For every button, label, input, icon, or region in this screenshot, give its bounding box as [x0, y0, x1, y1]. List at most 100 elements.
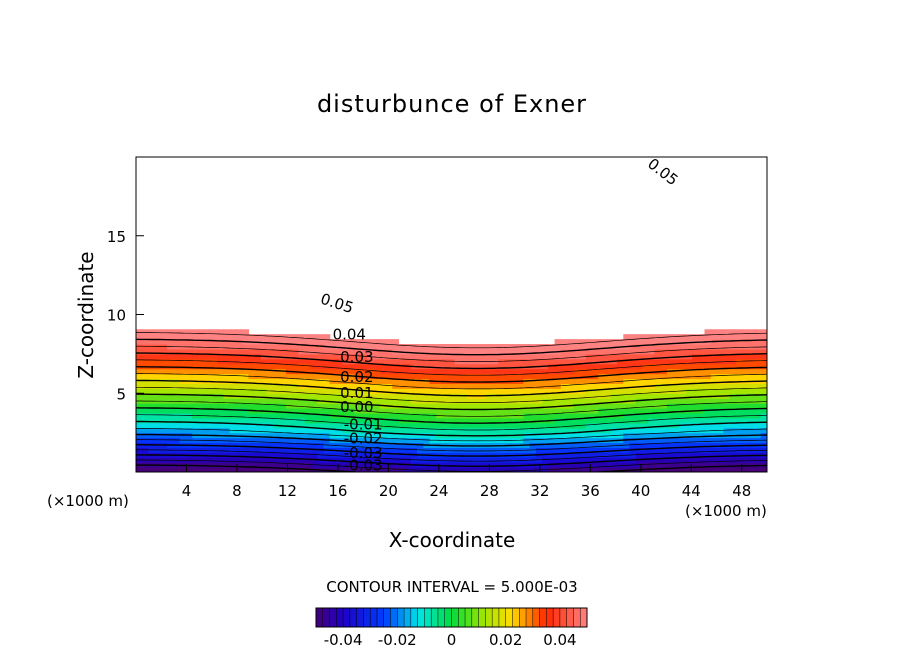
colorbar-segment — [526, 608, 534, 627]
contour-cell — [167, 427, 175, 434]
contour-cell — [154, 368, 162, 375]
contour-cell — [454, 437, 462, 444]
contour-cell — [248, 358, 256, 365]
contour-cell — [423, 388, 431, 394]
contour-cell — [548, 353, 556, 360]
contour-cell — [217, 363, 225, 370]
contour-cell — [242, 363, 250, 370]
contour-cell — [142, 358, 150, 365]
contour-cell — [185, 334, 193, 340]
contour-cell — [717, 437, 724, 444]
contour-cell — [404, 447, 412, 453]
x-tick-label: 24 — [429, 482, 448, 500]
contour-cell — [342, 383, 350, 389]
contour-cell — [142, 427, 150, 434]
contour-cell — [279, 462, 287, 468]
contour-cell — [673, 334, 681, 340]
contour-cell — [729, 383, 737, 389]
colorbar-segment — [465, 608, 473, 627]
contour-cell — [254, 383, 262, 389]
contour-cell — [598, 467, 606, 472]
contour-cell — [210, 363, 218, 370]
contour-cell — [517, 363, 524, 370]
contour-cell — [610, 452, 618, 458]
contour-cell — [760, 393, 767, 399]
contour-cell — [704, 378, 712, 384]
contour-cell — [523, 403, 531, 409]
contour-cell — [685, 467, 693, 472]
contour-cell — [723, 422, 731, 429]
contour-cell — [229, 383, 237, 389]
contour-cell — [667, 363, 674, 370]
contour-cell — [704, 412, 712, 419]
contour-cell — [579, 403, 587, 409]
contour-cell — [179, 393, 187, 399]
contour-cell — [598, 398, 606, 404]
contour-cell — [648, 368, 656, 375]
contour-cell — [160, 403, 168, 409]
contour-cell — [648, 344, 656, 350]
contour-cell — [710, 329, 718, 335]
contour-cell — [673, 348, 681, 355]
contour-cell — [360, 403, 368, 409]
contour-cell — [210, 417, 218, 424]
contour-cell — [392, 452, 399, 458]
contour-cell — [554, 373, 562, 380]
contour-cell — [585, 348, 593, 355]
contour-cell — [635, 408, 643, 414]
contour-cell — [760, 373, 767, 380]
contour-cell — [217, 329, 225, 335]
contour-cell — [579, 467, 587, 472]
contour-cell — [136, 368, 143, 375]
contour-cell — [660, 388, 668, 394]
contour-cell — [154, 373, 162, 380]
contour-cell — [160, 339, 168, 345]
contour-cell — [492, 452, 499, 458]
contour-cell — [204, 452, 212, 458]
contour-cell — [385, 457, 393, 463]
contour-cell — [698, 403, 706, 409]
contour-cell — [479, 437, 487, 444]
contour-cell — [160, 373, 168, 380]
contour-cell — [692, 393, 699, 399]
contour-cell — [523, 353, 531, 360]
contour-cell — [342, 363, 350, 370]
contour-cell — [435, 348, 443, 355]
contour-cell — [167, 334, 175, 340]
contour-cell — [660, 412, 668, 419]
colorbar-segment — [376, 608, 385, 627]
contour-cell — [498, 427, 506, 434]
contour-cell — [685, 447, 693, 453]
chart-title: disturbunce of Exner — [317, 90, 587, 118]
contour-cell — [404, 358, 412, 365]
contour-cell — [729, 457, 737, 463]
contour-cell — [685, 452, 693, 458]
contour-cell — [598, 403, 606, 409]
contour-cell — [523, 437, 531, 444]
contour-cell — [342, 388, 350, 394]
contour-cell — [510, 403, 518, 409]
contour-cell — [329, 408, 337, 414]
contour-cell — [654, 432, 662, 439]
contour-cell — [517, 353, 524, 360]
contour-cell — [198, 427, 206, 434]
contour-cell — [623, 422, 631, 429]
contour-cell — [148, 437, 156, 444]
contour-cell — [692, 334, 699, 340]
contour-cell — [754, 339, 762, 345]
contour-cell — [323, 373, 331, 380]
contour-cell — [373, 363, 381, 370]
contour-cell — [417, 358, 424, 365]
contour-cell — [660, 358, 668, 365]
contour-cell — [498, 447, 506, 453]
contour-cell — [735, 388, 743, 394]
contour-cell — [423, 368, 431, 375]
colorbar-segment — [539, 608, 547, 627]
contour-cell — [285, 467, 293, 472]
contour-cell — [323, 467, 331, 472]
contour-cell — [285, 339, 293, 345]
contour-cell — [229, 447, 237, 453]
contour-cell — [335, 368, 343, 375]
contour-cell — [498, 373, 506, 380]
contour-cell — [592, 417, 599, 424]
